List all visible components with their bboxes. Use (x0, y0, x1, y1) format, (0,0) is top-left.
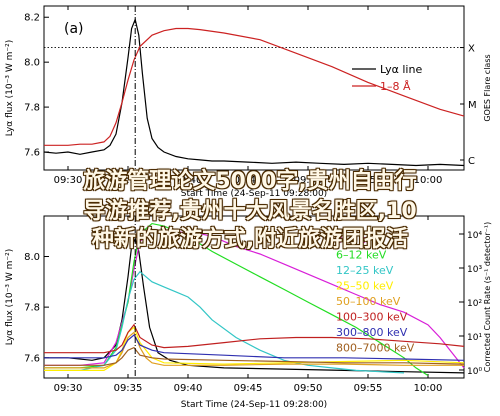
legend-label: 3–6 keV (336, 233, 380, 246)
x-tick-label: 09:50 (294, 383, 323, 394)
right-tick-label: M (468, 100, 477, 111)
right-tick-label: 10¹ (467, 333, 482, 343)
x-tick-label: 09:55 (354, 383, 383, 394)
panel-a-series (43, 6, 465, 170)
x-tick-label: 09:40 (174, 175, 203, 186)
x-tick-label: 09:45 (234, 175, 263, 186)
x-tick-label: 09:30 (54, 383, 83, 394)
panel-b-ylabel: Lyα flux (10⁻³ W m⁻²) (5, 249, 15, 345)
panel-b-xlabel: Start Time (24-Sep-11 09:28:00) (181, 400, 327, 410)
series-line (44, 323, 465, 354)
y-tick-label: 8.0 (24, 58, 40, 69)
panel-b: 7.6 7.8 8.0 09:30 09:35 09:40 09:45 09:50 09:55… (5, 215, 492, 410)
panel-a-right-label: GOES Flare class (483, 54, 492, 121)
legend-label: 100–300 keV (336, 311, 408, 324)
x-tick-label: 09:45 (234, 383, 263, 394)
series-line (44, 222, 429, 377)
panel-a-label: (a) (64, 21, 84, 37)
panel-a-ylabel: Lyα flux (10⁻³ W m⁻²) (5, 40, 15, 136)
series-line (44, 331, 464, 369)
x-tick-label: 09:35 (114, 175, 143, 186)
series-line (44, 346, 465, 366)
series-line (44, 27, 465, 146)
panel-b-right-axis: 10⁴ 10³ 10² 10¹ 10⁰ (459, 231, 482, 377)
x-tick-label: 10:00 (414, 175, 443, 186)
right-tick-label: 10² (467, 299, 482, 309)
x-tick-label: 09:35 (114, 383, 143, 394)
panel-b-legend: 3–6 keV 6–12 keV 12–25 keV 25–50 keV 50–100 … (336, 233, 415, 355)
legend-label: 12–25 keV (336, 264, 394, 277)
panel-a-frame (43, 5, 465, 171)
right-tick-label: X (468, 44, 475, 55)
x-tick-label: 09:40 (174, 383, 203, 394)
y-tick-label: 7.8 (24, 303, 40, 314)
x-tick-label: 09:30 (54, 175, 83, 186)
panel-a: (a) 7.67.88.08.2 09:30 09:35 09:40 09:45 09:… (5, 5, 492, 199)
legend-label-lya: Lyα line (380, 63, 422, 76)
y-tick-label: 7.6 (24, 148, 40, 159)
panel-a-x-ticks: 09:30 09:35 09:40 09:45 09:50 09:55 10:00 (54, 6, 443, 186)
right-tick-label: 10⁰ (467, 367, 482, 377)
x-tick-label: 09:55 (354, 175, 383, 186)
panel-b-right-label: Corrected Count Rate (s⁻¹ detector⁻¹) (483, 222, 492, 373)
panel-a-legend: Lyα line 1–8 Å (352, 63, 422, 93)
legend-label: 50–100 keV (336, 295, 401, 308)
panel-b-series (44, 216, 465, 378)
panel-a-xlabel: Start Time (24-Sep-11 09:28:00) (181, 189, 327, 199)
series-line (44, 334, 465, 361)
x-tick-label: 10:00 (414, 383, 443, 394)
legend-label: 800–7000 keV (336, 342, 415, 355)
panel-a-right-axis: X M C (460, 44, 477, 167)
series-line (44, 270, 405, 374)
legend-label: 300–800 keV (336, 326, 408, 339)
x-tick-label: 09:50 (294, 175, 323, 186)
right-tick-label: C (468, 156, 475, 167)
panel-b-x-ticks: 09:30 09:35 09:40 09:45 09:50 09:55 10:00 (54, 216, 443, 394)
y-tick-label: 8.2 (24, 13, 40, 24)
legend-label: 25–50 keV (336, 280, 394, 293)
series-line (43, 17, 465, 167)
right-tick-label: 10⁴ (467, 231, 482, 241)
series-line (44, 237, 465, 374)
legend-label-goes: 1–8 Å (380, 80, 411, 93)
y-tick-label: 7.6 (24, 353, 40, 364)
y-tick-label: 7.8 (24, 103, 40, 114)
y-tick-label: 8.0 (24, 252, 40, 263)
legend-label: 6–12 keV (336, 249, 387, 262)
right-tick-label: 10³ (467, 265, 482, 275)
